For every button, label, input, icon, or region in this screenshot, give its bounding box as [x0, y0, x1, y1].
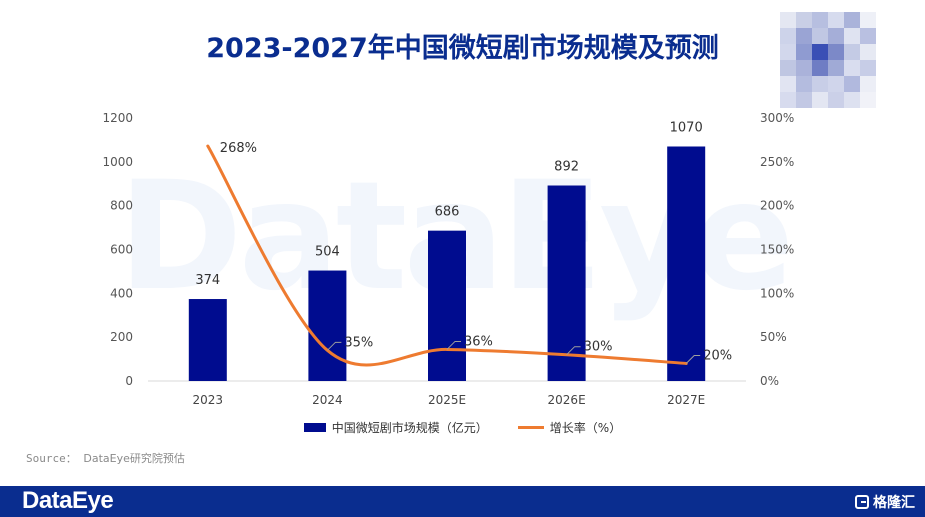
x-tick-label: 2023: [193, 393, 224, 407]
y-right-tick-label: 50%: [760, 330, 787, 344]
legend-item-line: 增长率（%）: [517, 419, 622, 436]
chart-title: 2023-2027年中国微短剧市场规模及预测: [206, 33, 719, 64]
line-value-label: 20%: [703, 348, 732, 363]
y-right-tick-label: 200%: [760, 199, 794, 213]
bar-value-label: 892: [554, 160, 579, 175]
bar-value-label: 686: [435, 205, 460, 220]
y-left-tick-label: 600: [110, 243, 133, 257]
legend-bar-label: 中国微短剧市场规模（亿元）: [331, 421, 488, 435]
brand-mark: 格隆汇: [855, 492, 915, 512]
y-right-tick-label: 300%: [760, 111, 794, 125]
dataeye-logo: DataEye: [22, 487, 114, 514]
line-label-leader: [446, 340, 461, 350]
footer-bar: DataEye 格隆汇: [0, 486, 925, 517]
line-label-leader: [685, 354, 701, 364]
growth-line: [206, 144, 688, 367]
x-tick-label: 2027E: [667, 393, 705, 407]
qr-code: [780, 12, 876, 108]
y-right-tick-label: 100%: [760, 286, 794, 300]
line-label-leader: [566, 346, 581, 356]
legend-line-label: 增长率（%）: [549, 421, 622, 435]
brand-text: 格隆汇: [873, 495, 915, 511]
bar: [188, 299, 227, 381]
legend-item-bar: 中国微短剧市场规模（亿元）: [303, 419, 488, 436]
line-value-label: 30%: [584, 340, 613, 355]
y-left-tick-label: 800: [110, 199, 133, 213]
legend-bar-swatch: [303, 423, 326, 432]
y-left-tick-label: 200: [110, 330, 133, 344]
y-left-tick-label: 0: [125, 374, 133, 388]
line-value-label: 268%: [220, 141, 257, 156]
x-tick-label: 2026E: [548, 393, 586, 407]
bar: [547, 185, 586, 381]
bar-value-label: 374: [195, 273, 220, 288]
bar: [428, 230, 466, 381]
line-value-label: 35%: [344, 335, 373, 350]
y-right-tick-label: 0%: [760, 374, 779, 388]
bar: [667, 146, 706, 381]
bar-value-label: 1070: [670, 120, 703, 135]
legend-line-swatch: [517, 426, 544, 429]
bar-value-label: 504: [315, 245, 340, 260]
y-left-tick-label: 1000: [102, 155, 133, 169]
source-text: DataEye研究院预估: [83, 452, 185, 465]
source-label: Source：: [26, 452, 77, 465]
x-tick-label: 2024: [312, 393, 343, 407]
legend: 中国微短剧市场规模（亿元） 增长率（%）: [0, 419, 925, 436]
y-left-tick-label: 400: [110, 286, 133, 300]
line-value-label: 36%: [464, 334, 493, 349]
x-tick-label: 2025E: [428, 393, 466, 407]
y-left-tick-label: 1200: [102, 111, 133, 125]
source-note: Source： DataEye研究院预估: [26, 450, 185, 466]
bar: [308, 270, 347, 381]
y-right-tick-label: 250%: [760, 155, 794, 169]
y-right-tick-label: 150%: [760, 243, 794, 257]
g-logo-icon: [855, 495, 869, 509]
line-label-leader: [327, 341, 342, 351]
